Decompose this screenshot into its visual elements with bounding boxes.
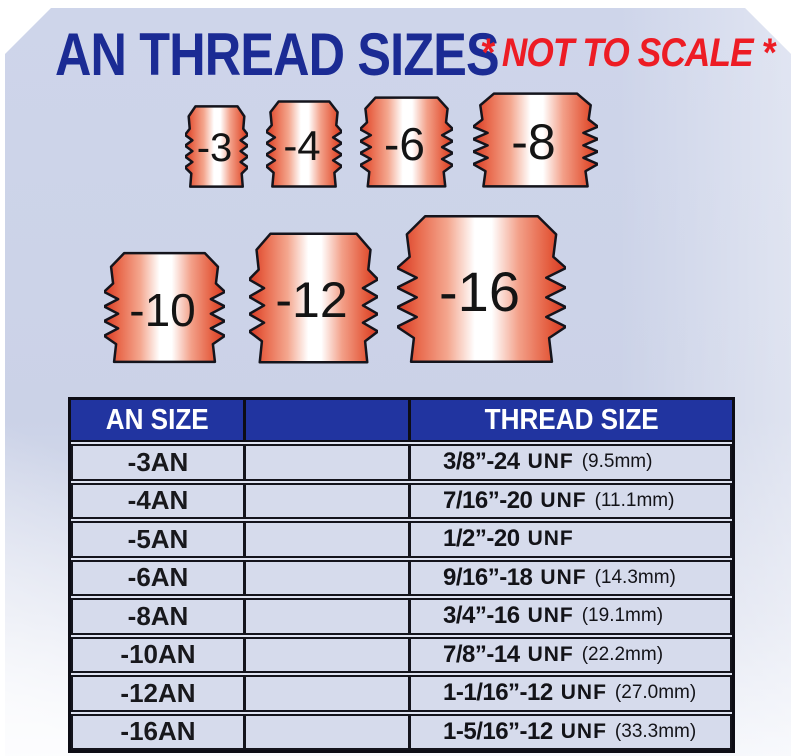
thread-size-cell: 1-1/16”-12 UNF (27.0mm) [411, 677, 730, 710]
an-size-cell: -4AN [73, 484, 246, 517]
thread-fitting-icon [397, 212, 566, 366]
table-header-row: AN SIZE THREAD SIZE [71, 400, 732, 442]
thread-metric: (27.0mm) [614, 682, 697, 704]
thread-standard: UNF [527, 450, 574, 474]
thread-size-cell: 7/16”-20 UNF (11.1mm) [411, 485, 730, 518]
fitting-label: -3 [196, 126, 233, 170]
table-row: -8AN 3/4”-16 UNF (19.1mm) [71, 598, 732, 635]
thread-fitting-icon [266, 99, 342, 189]
thread-spec: 3/4”-16 [443, 602, 520, 630]
thread-metric: (11.1mm) [594, 489, 675, 511]
an-size-cell: -10AN [73, 638, 246, 671]
thread-metric: (33.3mm) [614, 720, 697, 742]
thread-spec: 7/8”-14 [443, 640, 520, 668]
table-row: -6AN 9/16”-18 UNF (14.3mm) [71, 559, 732, 596]
blank-cell [246, 484, 411, 517]
thread-fitting-icon [360, 95, 453, 189]
thread-spec: 9/16”-18 [443, 563, 533, 591]
thread-size-cell: 9/16”-18 UNF (14.3mm) [411, 562, 730, 595]
fitting-label: -8 [511, 114, 556, 170]
thread-size-cell: 1-5/16”-12 UNF (33.3mm) [411, 716, 730, 749]
table-row: -16AN 1-5/16”-12 UNF (33.3mm) [71, 713, 732, 750]
blank-cell [246, 677, 411, 710]
blank-cell [246, 715, 411, 748]
fitting-label: -6 [384, 118, 425, 170]
table-row: -10AN 7/8”-14 UNF (22.2mm) [71, 636, 732, 673]
table-row: -5AN 1/2”-20 UNF [71, 521, 732, 558]
thread-metric: (9.5mm) [581, 451, 653, 473]
an-size-cell: -5AN [73, 523, 246, 556]
thread-fitting-icon [473, 91, 598, 189]
thread-standard: UNF [527, 642, 574, 666]
fitting-8an: -8 [473, 91, 598, 189]
thread-size-cell: 3/4”-16 UNF (19.1mm) [411, 600, 730, 633]
thread-fitting-icon [249, 230, 378, 366]
table-row: -4AN 7/16”-20 UNF (11.1mm) [71, 482, 732, 519]
thread-size-cell: 7/8”-14 UNF (22.2mm) [411, 639, 730, 672]
table-row: -3AN 3/8”-24 UNF (9.5mm) [71, 444, 732, 481]
thread-standard: UNF [560, 719, 607, 743]
fitting-label: -12 [275, 272, 348, 328]
fitting-12an: -12 [249, 230, 378, 366]
fitting-3an: -3 [185, 104, 248, 189]
an-size-cell: -8AN [73, 600, 246, 633]
thread-spec: 3/8”-24 [443, 448, 520, 476]
thread-spec: 1-1/16”-12 [443, 679, 553, 707]
an-size-header-label: AN SIZE [105, 403, 209, 436]
an-size-cell: -3AN [73, 446, 246, 479]
fitting-label: -4 [283, 122, 321, 169]
thread-metric: (19.1mm) [581, 605, 664, 627]
blank-cell [246, 600, 411, 633]
thread-standard: UNF [527, 604, 574, 628]
blank-cell [246, 561, 411, 594]
thread-metric: (14.3mm) [594, 566, 676, 588]
thread-size-header-cell: THREAD SIZE [411, 400, 732, 440]
page-title: AN THREAD SIZES [55, 21, 500, 88]
fitting-label: -10 [129, 283, 196, 336]
blank-cell [246, 523, 411, 556]
thread-spec: 7/16”-20 [443, 486, 533, 514]
fitting-16an: -16 [397, 212, 566, 366]
thread-fitting-icon [104, 250, 225, 365]
not-to-scale-note: * NOT TO SCALE * [479, 31, 775, 75]
thread-standard: UNF [540, 488, 587, 512]
blank-cell [246, 638, 411, 671]
an-size-header-cell: AN SIZE [71, 400, 246, 440]
fitting-4an: -4 [266, 99, 342, 189]
thread-size-header-label: THREAD SIZE [484, 403, 659, 436]
an-size-cell: -12AN [73, 677, 246, 710]
fitting-10an: -10 [104, 250, 225, 365]
thread-standard: UNF [560, 681, 607, 705]
header-area: AN THREAD SIZES * NOT TO SCALE * [0, 0, 800, 90]
fitting-label: -16 [439, 259, 520, 323]
thread-spec: 1/2”-20 [443, 525, 520, 553]
blank-header-cell [246, 400, 411, 440]
thread-size-cell: 3/8”-24 UNF (9.5mm) [411, 446, 730, 479]
thread-size-table: AN SIZE THREAD SIZE -3AN 3/8”-24 UNF (9.… [68, 397, 735, 753]
thread-standard: UNF [527, 527, 574, 551]
fitting-6an: -6 [360, 95, 453, 189]
thread-metric: (22.2mm) [581, 643, 664, 665]
an-size-cell: -6AN [73, 561, 246, 594]
thread-spec: 1-5/16”-12 [443, 717, 553, 745]
table-row: -12AN 1-1/16”-12 UNF (27.0mm) [71, 675, 732, 712]
thread-size-cell: 1/2”-20 UNF [411, 523, 730, 556]
thread-standard: UNF [540, 565, 587, 589]
an-size-cell: -16AN [73, 715, 246, 748]
thread-fitting-icon [185, 104, 248, 189]
blank-cell [246, 446, 411, 479]
